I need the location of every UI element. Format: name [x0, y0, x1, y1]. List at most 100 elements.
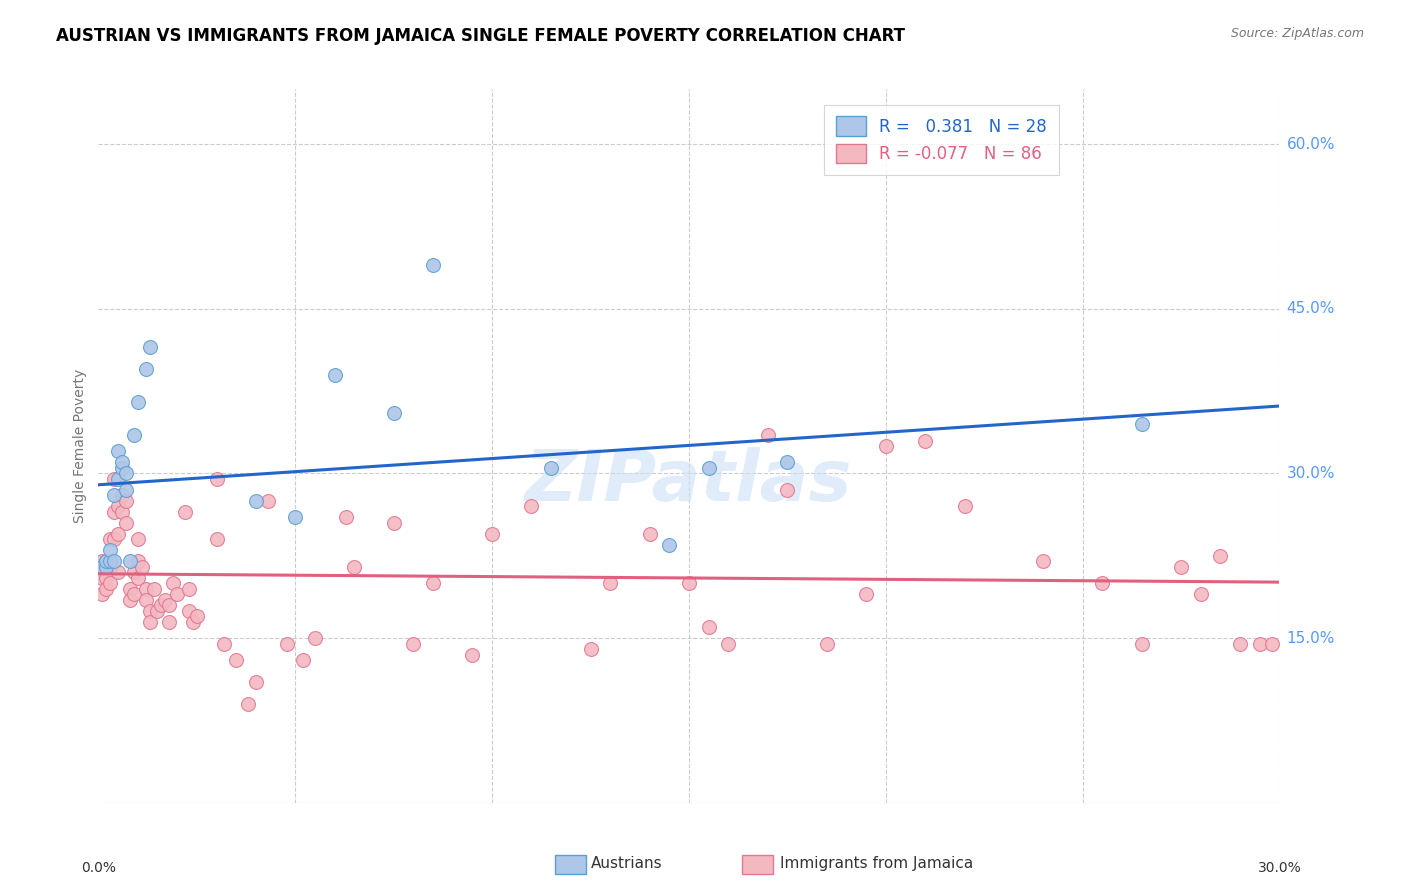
- Point: [91, 587, 114, 601]
- Point: [98, 576, 121, 591]
- Point: [131, 559, 153, 574]
- Point: [166, 587, 188, 601]
- Point: [1130, 637, 1153, 651]
- Point: [127, 571, 149, 585]
- Point: [205, 472, 228, 486]
- Text: Source: ZipAtlas.com: Source: ZipAtlas.com: [1230, 27, 1364, 40]
- Text: 45.0%: 45.0%: [1286, 301, 1334, 317]
- Point: [127, 395, 149, 409]
- Point: [98, 559, 121, 574]
- Point: [382, 406, 405, 420]
- Point: [115, 467, 138, 481]
- Point: [343, 559, 366, 574]
- Point: [481, 526, 503, 541]
- Point: [111, 455, 134, 469]
- Point: [717, 637, 740, 651]
- Point: [115, 483, 138, 497]
- Point: [135, 362, 157, 376]
- Point: [422, 258, 444, 272]
- Point: [284, 510, 307, 524]
- Point: [103, 554, 125, 568]
- Point: [214, 637, 236, 651]
- Point: [162, 576, 184, 591]
- Point: [96, 582, 118, 596]
- Text: 30.0%: 30.0%: [1286, 466, 1334, 481]
- Point: [96, 554, 118, 568]
- Point: [1260, 637, 1282, 651]
- Point: [304, 631, 326, 645]
- Point: [111, 461, 134, 475]
- Point: [1229, 637, 1251, 651]
- Point: [205, 533, 228, 547]
- Point: [96, 559, 118, 574]
- Point: [697, 461, 720, 475]
- Point: [107, 526, 129, 541]
- Point: [1091, 576, 1114, 591]
- Point: [111, 505, 134, 519]
- Text: Austrians: Austrians: [591, 856, 662, 871]
- Point: [127, 554, 149, 568]
- Point: [157, 598, 180, 612]
- Point: [98, 543, 121, 558]
- Point: [127, 533, 149, 547]
- Legend: R =   0.381   N = 28, R = -0.077   N = 86: R = 0.381 N = 28, R = -0.077 N = 86: [824, 104, 1059, 175]
- Point: [225, 653, 247, 667]
- Point: [776, 483, 799, 497]
- Point: [599, 576, 621, 591]
- Point: [122, 428, 145, 442]
- Point: [186, 609, 208, 624]
- Point: [122, 566, 145, 580]
- Point: [107, 444, 129, 458]
- Point: [875, 439, 897, 453]
- Point: [111, 488, 134, 502]
- Point: [1249, 637, 1271, 651]
- Point: [276, 637, 298, 651]
- Point: [1209, 549, 1232, 563]
- Text: ZIPatlas: ZIPatlas: [526, 447, 852, 516]
- Point: [107, 500, 129, 514]
- Point: [107, 472, 129, 486]
- Text: 0.0%: 0.0%: [82, 861, 115, 875]
- Point: [91, 559, 114, 574]
- Point: [815, 637, 838, 651]
- Point: [1130, 417, 1153, 431]
- Point: [103, 488, 125, 502]
- Point: [157, 615, 180, 629]
- Point: [98, 554, 121, 568]
- Point: [245, 494, 267, 508]
- Point: [1032, 554, 1054, 568]
- Point: [855, 587, 877, 601]
- Point: [142, 582, 165, 596]
- Point: [174, 505, 197, 519]
- Point: [146, 604, 169, 618]
- Point: [91, 554, 114, 568]
- Point: [107, 566, 129, 580]
- Point: [540, 461, 562, 475]
- Point: [103, 472, 125, 486]
- Point: [1189, 587, 1212, 601]
- Point: [697, 620, 720, 634]
- Point: [103, 505, 125, 519]
- Point: [245, 675, 267, 690]
- Text: Immigrants from Jamaica: Immigrants from Jamaica: [780, 856, 973, 871]
- Point: [177, 604, 200, 618]
- Point: [292, 653, 315, 667]
- Point: [256, 494, 278, 508]
- Point: [138, 604, 160, 618]
- Point: [776, 455, 799, 469]
- Point: [135, 592, 157, 607]
- Point: [122, 587, 145, 601]
- Point: [118, 554, 141, 568]
- Point: [756, 428, 779, 442]
- Point: [678, 576, 700, 591]
- Point: [520, 500, 543, 514]
- Point: [914, 434, 936, 448]
- Point: [91, 559, 114, 574]
- Point: [177, 582, 200, 596]
- Point: [91, 571, 114, 585]
- Point: [103, 533, 125, 547]
- Text: AUSTRIAN VS IMMIGRANTS FROM JAMAICA SINGLE FEMALE POVERTY CORRELATION CHART: AUSTRIAN VS IMMIGRANTS FROM JAMAICA SING…: [56, 27, 905, 45]
- Point: [98, 554, 121, 568]
- Point: [402, 637, 425, 651]
- Text: 60.0%: 60.0%: [1286, 136, 1334, 152]
